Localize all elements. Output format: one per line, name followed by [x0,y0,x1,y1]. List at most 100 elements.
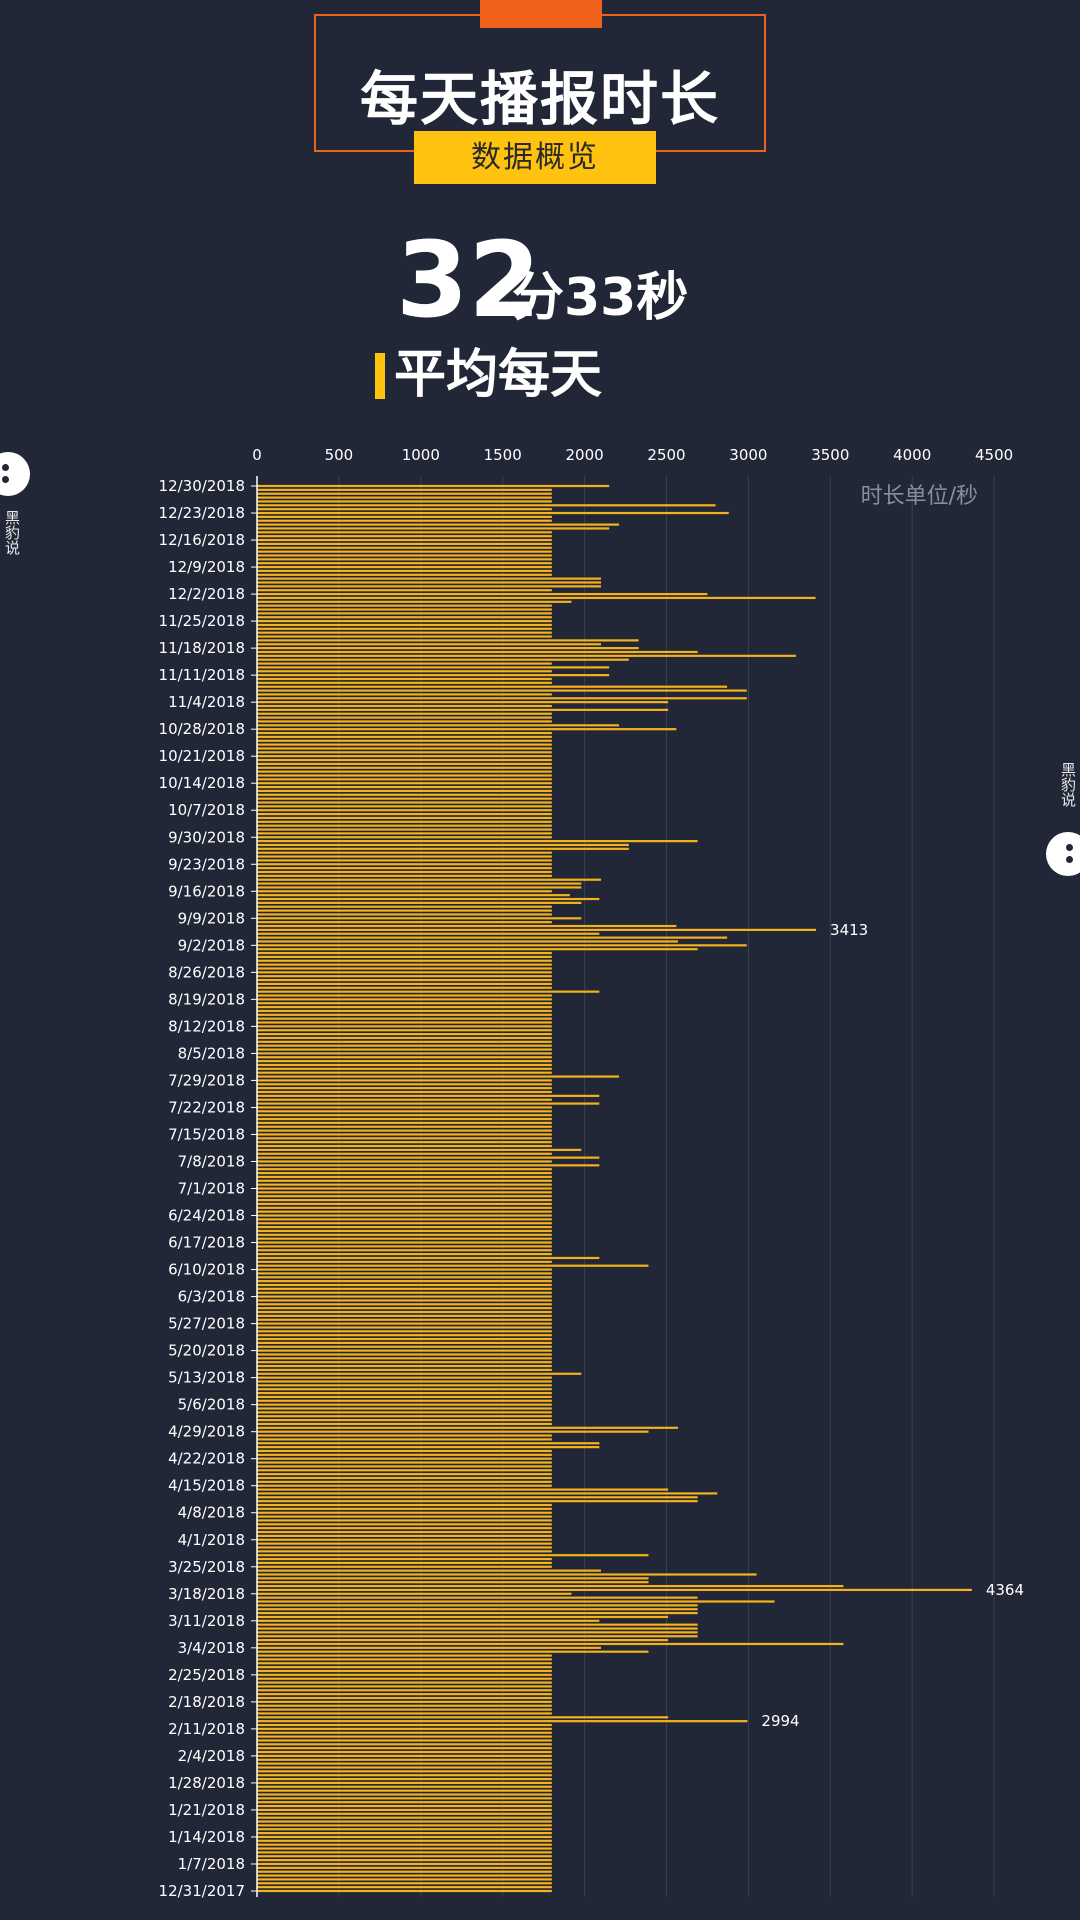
bar-5/17/2018 [257,1361,552,1364]
bar-5/9/2018 [257,1391,552,1395]
bar-8/8/2018 [257,1040,552,1043]
bar-5/19/2018 [257,1353,552,1356]
bar-9/8/2018 [257,921,552,924]
bar-3/9/2018 [257,1627,698,1630]
bar-4/3/2018 [257,1530,552,1534]
bar-9/5/2018 [257,932,600,935]
y-tick-label-7/22/2018: 7/22/2018 [168,1098,245,1116]
bar-10/7/2018 [257,809,552,812]
bar-3/12/2018 [257,1615,669,1619]
bar-2/20/2018 [257,1693,552,1696]
bar-9/1/2018 [257,948,698,951]
bar-9/11/2018 [257,909,552,912]
bar-6/2/2018 [257,1299,552,1302]
bar-9/25/2018 [257,855,552,858]
bar-1/14/2018 [257,1835,552,1839]
bar-9/28/2018 [257,843,629,847]
bar-7/2/2018 [257,1183,552,1186]
average-label: 平均每天 [394,345,603,405]
y-tick-label-6/3/2018: 6/3/2018 [178,1288,245,1306]
bar-6/29/2018 [257,1195,552,1198]
y-tick-label-5/6/2018: 5/6/2018 [178,1396,245,1414]
bar-11/16/2018 [257,654,796,657]
bar-11/30/2018 [257,600,572,603]
bar-2/14/2018 [257,1716,669,1719]
bar-10/5/2018 [257,816,552,820]
bar-2/22/2018 [257,1685,552,1688]
bar-7/28/2018 [257,1083,552,1086]
bar-8/24/2018 [257,978,552,982]
bar-12/17/2018 [257,535,552,538]
bar-11/4/2018 [257,701,669,704]
bar-4/4/2018 [257,1527,552,1530]
y-tick-label-9/9/2018: 9/9/2018 [178,909,245,927]
bar-9/6/2018 [257,928,817,931]
bar-4/12/2018 [257,1496,698,1499]
x-tick-label-4000: 4000 [893,446,931,464]
bar-12/21/2018 [257,519,552,522]
bar-3/17/2018 [257,1596,698,1599]
y-tick-label-7/8/2018: 7/8/2018 [178,1152,245,1170]
bar-1/20/2018 [257,1812,552,1815]
bar-11/12/2018 [257,670,552,673]
bar-11/19/2018 [257,643,601,646]
bar-8/7/2018 [257,1044,552,1047]
bar-5/16/2018 [257,1364,552,1368]
bar-4/18/2018 [257,1473,552,1476]
bar-7/9/2018 [257,1156,600,1159]
bar-8/20/2018 [257,994,552,997]
bar-4/1/2018 [257,1538,552,1541]
bar-11/24/2018 [257,623,552,627]
bar-10/18/2018 [257,766,552,769]
bar-7/25/2018 [257,1094,600,1097]
data-label-9/6/2018: 3413 [830,921,868,939]
bar-12/30/2018 [257,484,610,488]
y-tick-label-10/21/2018: 10/21/2018 [159,747,245,765]
bar-9/13/2018 [257,901,582,904]
bar-10/14/2018 [257,782,552,785]
bar-1/21/2018 [257,1808,552,1812]
bar-9/19/2018 [257,878,601,881]
bar-11/22/2018 [257,631,552,634]
bar-12/4/2018 [257,585,601,588]
y-tick-label-11/25/2018: 11/25/2018 [159,612,245,630]
bar-12/16/2018 [257,538,552,542]
bar-9/12/2018 [257,905,552,908]
bar-1/31/2018 [257,1770,552,1773]
bar-2/13/2018 [257,1720,748,1723]
bar-3/7/2018 [257,1635,698,1638]
bar-4/17/2018 [257,1476,552,1480]
bar-4/7/2018 [257,1515,552,1518]
bar-10/17/2018 [257,770,552,773]
x-tick-label-0: 0 [252,446,262,464]
bar-10/20/2018 [257,758,552,762]
x-tick-label-2000: 2000 [566,446,604,464]
bar-8/15/2018 [257,1013,552,1016]
bar-9/7/2018 [257,924,677,928]
bar-5/5/2018 [257,1407,552,1410]
bar-10/16/2018 [257,774,552,777]
bar-4/29/2018 [257,1430,649,1433]
bar-6/23/2018 [257,1218,552,1221]
bar-9/22/2018 [257,867,552,870]
bar-4/20/2018 [257,1465,552,1468]
bar-6/20/2018 [257,1229,552,1233]
bar-10/29/2018 [257,724,619,727]
y-tick-label-8/12/2018: 8/12/2018 [168,1017,245,1035]
bar-1/22/2018 [257,1804,552,1808]
bar-6/21/2018 [257,1226,552,1229]
data-label-3/19/2018: 4364 [986,1581,1024,1599]
bar-8/26/2018 [257,971,552,974]
y-tick-label-11/18/2018: 11/18/2018 [159,639,245,657]
bar-11/10/2018 [257,677,552,681]
bar-8/16/2018 [257,1009,552,1013]
bar-1/23/2018 [257,1801,552,1804]
bar-6/28/2018 [257,1198,552,1202]
bar-3/16/2018 [257,1600,775,1603]
y-tick-label-10/7/2018: 10/7/2018 [168,801,245,819]
bar-11/7/2018 [257,689,747,692]
bar-9/29/2018 [257,840,698,843]
bar-1/17/2018 [257,1824,552,1827]
bar-2/21/2018 [257,1689,552,1692]
bar-3/24/2018 [257,1569,601,1572]
